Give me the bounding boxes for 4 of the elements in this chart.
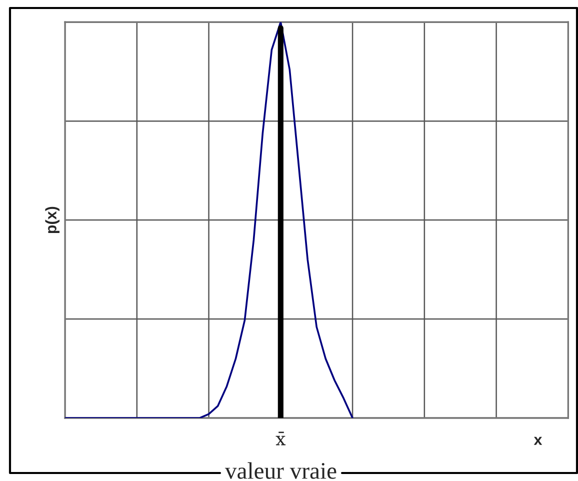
x-axis-title: x [534,436,542,445]
text: x̄ [276,432,286,446]
y-axis-title: p(x) [45,206,60,234]
text: valeur vraie [224,462,336,479]
